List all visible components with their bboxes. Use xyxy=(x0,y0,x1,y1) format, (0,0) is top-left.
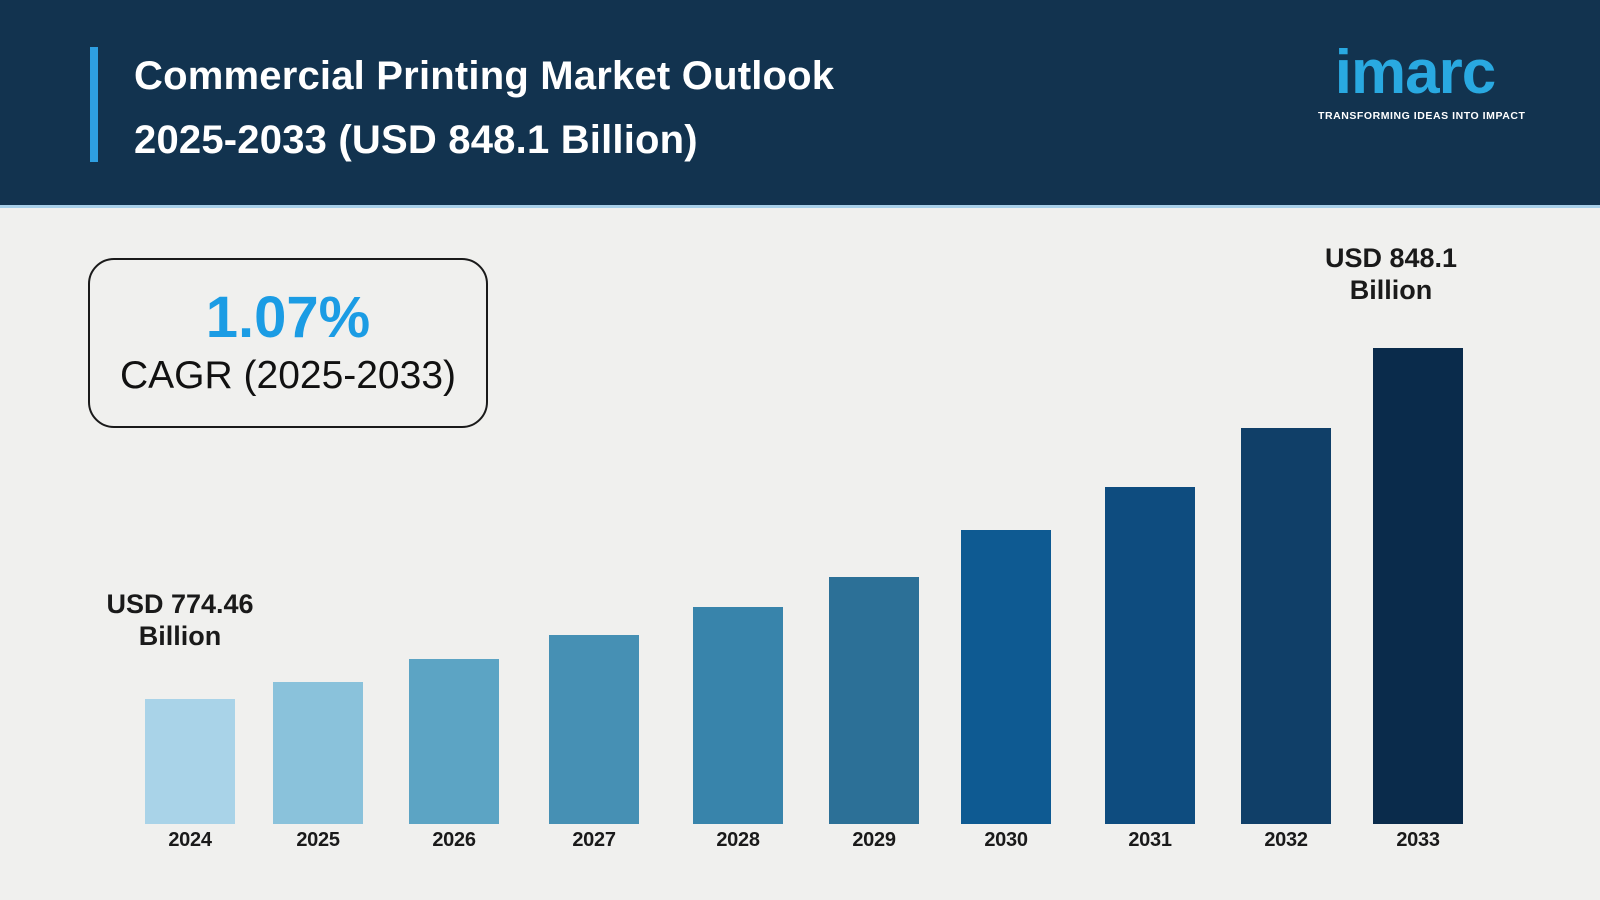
start-value-line2: Billion xyxy=(138,621,222,651)
bar-2030 xyxy=(961,530,1051,824)
year-label-2025: 2025 xyxy=(296,829,340,851)
end-value-line1: USD 848.1 xyxy=(1324,243,1458,273)
title-accent-bar xyxy=(90,47,98,162)
imarc-logo: imarc TRANSFORMING IDEAS INTO IMPACT xyxy=(1318,38,1526,123)
page-title: Commercial Printing Market Outlook 2025-… xyxy=(134,44,834,172)
year-label-2029: 2029 xyxy=(852,829,896,851)
year-label-2030: 2030 xyxy=(984,829,1028,851)
end-value-line2: Billion xyxy=(1349,275,1433,305)
bar-2026 xyxy=(409,659,499,824)
bar-2024 xyxy=(145,699,235,824)
year-label-2031: 2031 xyxy=(1128,829,1172,851)
imarc-wordmark: imarc xyxy=(1334,38,1496,107)
year-label-2024: 2024 xyxy=(168,829,212,851)
start-value-annotation: USD 774.46 Billion xyxy=(70,588,290,652)
bar-2031 xyxy=(1105,487,1195,824)
imarc-tagline: TRANSFORMING IDEAS INTO IMPACT xyxy=(1318,110,1526,122)
year-label-2028: 2028 xyxy=(716,829,760,851)
end-value-annotation: USD 848.1 Billion xyxy=(1281,242,1501,306)
bar-2025 xyxy=(273,682,363,824)
bar-2029 xyxy=(829,577,919,824)
page-title-line1: Commercial Printing Market Outlook xyxy=(134,54,835,98)
bar-2027 xyxy=(549,635,639,824)
bar-2033 xyxy=(1373,348,1463,824)
bar-2032 xyxy=(1241,428,1331,824)
header: Commercial Printing Market Outlook 2025-… xyxy=(0,0,1600,208)
year-label-2027: 2027 xyxy=(572,829,616,851)
cagr-callout-box: 1.07% CAGR (2025-2033) xyxy=(88,258,488,428)
year-label-2033: 2033 xyxy=(1396,829,1440,851)
cagr-value: 1.07% xyxy=(205,285,371,350)
start-value-line1: USD 774.46 xyxy=(106,589,254,619)
cagr-label: CAGR (2025-2033) xyxy=(120,354,456,397)
year-label-2032: 2032 xyxy=(1264,829,1308,851)
year-label-2026: 2026 xyxy=(432,829,476,851)
bar-2028 xyxy=(693,607,783,824)
page-title-line2: 2025-2033 (USD 848.1 Billion) xyxy=(134,118,698,162)
